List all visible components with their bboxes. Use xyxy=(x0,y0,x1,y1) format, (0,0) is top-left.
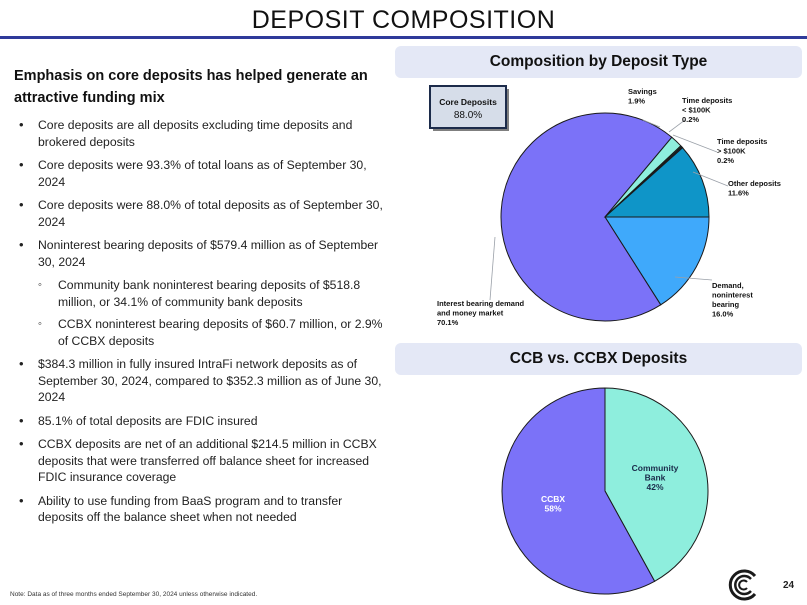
bullet-item: Core deposits were 93.3% of total loans … xyxy=(14,157,386,190)
bullet-text: Noninterest bearing deposits of $579.4 m… xyxy=(38,238,379,269)
pie-slice-label: Time deposits > $100K 0.2% xyxy=(717,137,767,165)
pie-slice xyxy=(604,387,709,582)
company-logo xyxy=(728,569,757,601)
leader-line xyxy=(692,171,729,187)
title-rule xyxy=(0,36,807,39)
bullet-item: Ability to use funding from BaaS program… xyxy=(14,493,386,526)
core-deposits-label: Core Deposits xyxy=(439,97,497,107)
headline: Emphasis on core deposits has helped gen… xyxy=(14,68,368,106)
pie-slice-label: Savings 1.9% xyxy=(628,87,657,106)
leader-line xyxy=(668,119,686,133)
sub-bullet-list: Community bank noninterest bearing depos… xyxy=(38,277,386,349)
footnote: Note: Data as of three months ended Sept… xyxy=(10,591,258,598)
bullet-item: Core deposits were 88.0% of total deposi… xyxy=(14,197,386,230)
leader-line xyxy=(672,134,718,153)
bullet-list: Core deposits are all deposits excluding… xyxy=(14,117,386,526)
pie-slice xyxy=(604,216,710,306)
pie-slice-label: Interest bearing demand and money market 7… xyxy=(437,299,525,327)
leader-line xyxy=(642,119,661,128)
pie-slice-label: Time deposits < $100K 0.2% xyxy=(682,96,732,124)
sub-bullet-item: CCBX noninterest bearing deposits of $60… xyxy=(38,316,386,349)
deposit-type-pie-chart: Demand, noninterest bearing 16.0% Interest b… xyxy=(429,85,781,327)
deposit-type-header: Composition by Deposit Type xyxy=(395,46,802,78)
ccb-ccbx-pie-chart: Community Bank 42% CCBX 58% xyxy=(501,387,709,595)
pie-slice-label: Demand, noninterest bearing 16.0% xyxy=(712,281,753,319)
bullet-item: Core deposits are all deposits excluding… xyxy=(14,117,386,150)
pie-slice-label: Other deposits 11.6% xyxy=(728,179,781,198)
pie-slice-label: CCBX 58% xyxy=(541,494,565,514)
pie-slice xyxy=(500,112,673,322)
left-column: Emphasis on core deposits has helped gen… xyxy=(14,65,386,533)
ccb-header: CCB vs. CCBX Deposits xyxy=(395,343,802,375)
pie-slice-label: Community Bank 42% xyxy=(632,463,679,492)
core-deposits-box: Core Deposits 88.0% xyxy=(429,85,509,131)
core-deposits-value: 88.0% xyxy=(454,110,482,121)
leader-line xyxy=(489,236,496,301)
bullet-item: $384.3 million in fully insured IntraFi … xyxy=(14,356,386,406)
bullet-item: CCBX deposits are net of an additional $… xyxy=(14,436,386,486)
pie-slice xyxy=(603,147,710,218)
bullet-item: 85.1% of total deposits are FDIC insured xyxy=(14,413,386,430)
bullet-item: Noninterest bearing deposits of $579.4 m… xyxy=(14,237,386,349)
page-title: DEPOSIT COMPOSITION xyxy=(251,6,556,34)
pie-slice xyxy=(501,387,656,595)
page-number: 24 xyxy=(783,580,795,591)
sub-bullet-item: Community bank noninterest bearing depos… xyxy=(38,277,386,310)
leader-line xyxy=(674,276,713,281)
